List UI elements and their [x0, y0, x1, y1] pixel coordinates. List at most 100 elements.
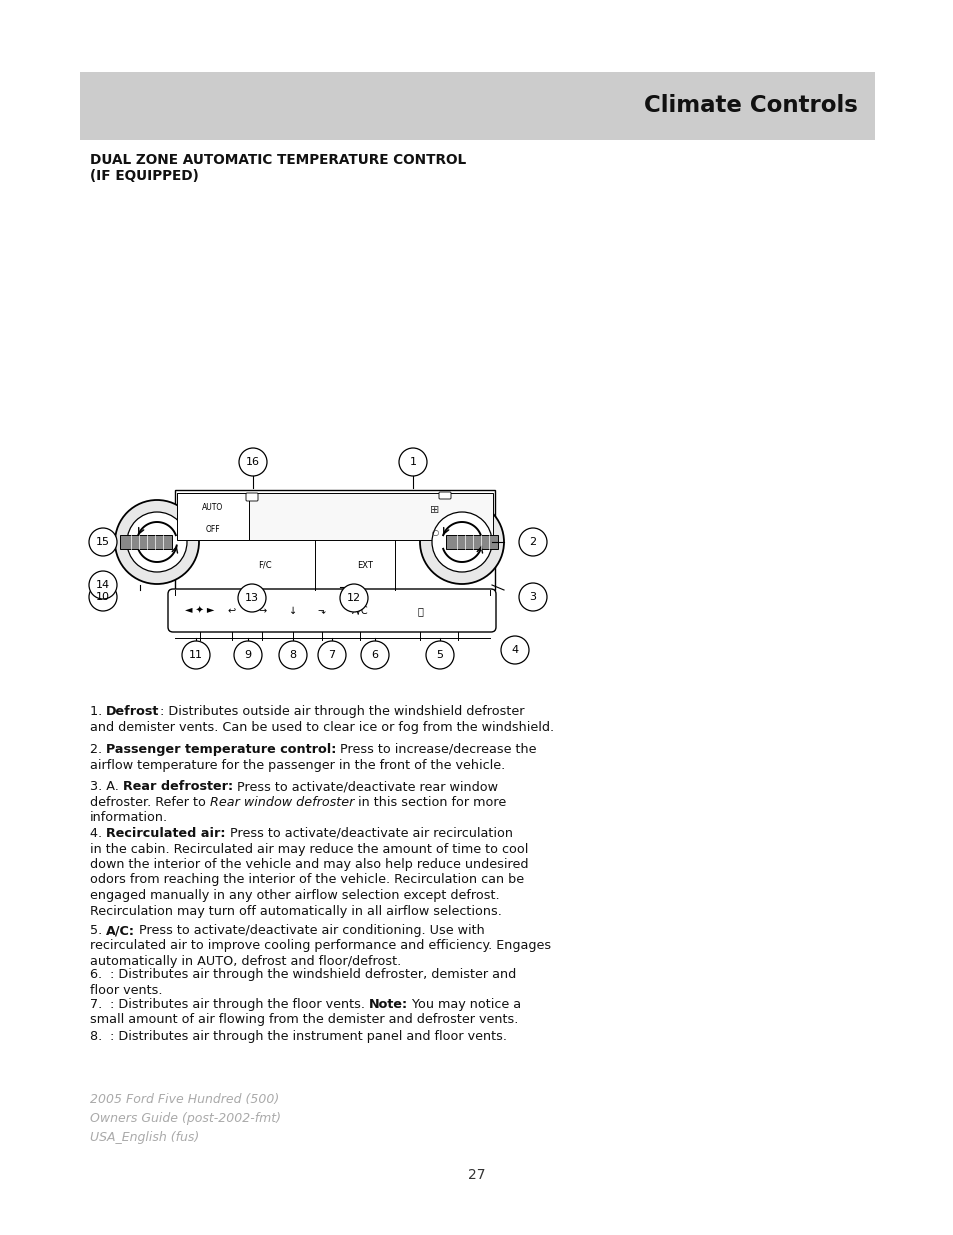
- Text: 8: 8: [289, 650, 296, 659]
- Text: 9: 9: [244, 650, 252, 659]
- Text: ⬎: ⬎: [317, 606, 326, 616]
- Circle shape: [89, 571, 117, 599]
- Text: 16: 16: [246, 457, 260, 467]
- Circle shape: [518, 529, 546, 556]
- Circle shape: [500, 636, 529, 664]
- Text: Press to increase/decrease the: Press to increase/decrease the: [336, 743, 537, 756]
- Text: small amount of air flowing from the demister and defroster vents.: small amount of air flowing from the dem…: [90, 1014, 517, 1026]
- Text: 15: 15: [96, 537, 110, 547]
- Text: 8.: 8.: [90, 1030, 106, 1044]
- Circle shape: [317, 641, 346, 669]
- Circle shape: [339, 584, 368, 613]
- FancyBboxPatch shape: [168, 589, 496, 632]
- Circle shape: [419, 500, 503, 584]
- Bar: [177, 493, 493, 540]
- Circle shape: [127, 513, 187, 572]
- Bar: [174, 490, 495, 590]
- Text: Rear window defroster: Rear window defroster: [210, 795, 354, 809]
- Text: ↩: ↩: [228, 606, 235, 616]
- FancyBboxPatch shape: [438, 492, 451, 499]
- Text: ◄ ✦ ►: ◄ ✦ ►: [185, 606, 214, 616]
- Text: Passenger temperature control:: Passenger temperature control:: [106, 743, 336, 756]
- Text: Press to activate/deactivate air conditioning. Use with: Press to activate/deactivate air conditi…: [135, 924, 484, 937]
- Text: EXT: EXT: [356, 561, 373, 569]
- Text: airflow temperature for the passenger in the front of the vehicle.: airflow temperature for the passenger in…: [90, 758, 505, 772]
- Circle shape: [432, 513, 492, 572]
- Text: 1.: 1.: [90, 705, 106, 718]
- Circle shape: [89, 583, 117, 611]
- Text: 11: 11: [189, 650, 203, 659]
- Text: Climate Controls: Climate Controls: [643, 94, 857, 116]
- Text: 13: 13: [245, 593, 258, 603]
- Text: Defrost: Defrost: [106, 705, 159, 718]
- Text: : Distributes outside air through the windshield defroster: : Distributes outside air through the wi…: [159, 705, 523, 718]
- Text: AUTO: AUTO: [202, 504, 223, 513]
- Text: ⊞: ⊞: [430, 505, 439, 515]
- Text: : Distributes air through the floor vents.: : Distributes air through the floor vent…: [106, 998, 369, 1011]
- Text: 12: 12: [347, 593, 360, 603]
- Circle shape: [278, 641, 307, 669]
- Text: 2.: 2.: [90, 743, 106, 756]
- Text: 2: 2: [529, 537, 536, 547]
- Text: in this section for more: in this section for more: [354, 795, 506, 809]
- Text: F/C: F/C: [258, 561, 272, 569]
- Text: floor vents.: floor vents.: [90, 983, 162, 997]
- Text: odors from reaching the interior of the vehicle. Recirculation can be: odors from reaching the interior of the …: [90, 873, 523, 887]
- Text: 6.: 6.: [90, 968, 106, 981]
- Text: 14: 14: [96, 580, 110, 590]
- Text: : Distributes air through the windshield defroster, demister and: : Distributes air through the windshield…: [106, 968, 516, 981]
- Text: 7.: 7.: [90, 998, 106, 1011]
- Text: OFF: OFF: [206, 525, 220, 534]
- Text: (IF EQUIPPED): (IF EQUIPPED): [90, 169, 198, 183]
- Text: : Distributes air through the instrument panel and floor vents.: : Distributes air through the instrument…: [106, 1030, 507, 1044]
- Text: 7: 7: [328, 650, 335, 659]
- Text: 2005 Ford Five Hundred (500): 2005 Ford Five Hundred (500): [90, 1093, 279, 1107]
- Text: 4.: 4.: [90, 827, 106, 840]
- Text: A/C: A/C: [352, 606, 368, 616]
- Text: 27: 27: [468, 1168, 485, 1182]
- Text: ↪: ↪: [257, 606, 266, 616]
- Text: in the cabin. Recirculated air may reduce the amount of time to cool: in the cabin. Recirculated air may reduc…: [90, 842, 528, 856]
- Text: automatically in AUTO, defrost and floor/defrost.: automatically in AUTO, defrost and floor…: [90, 955, 401, 968]
- Circle shape: [233, 641, 262, 669]
- Circle shape: [360, 641, 389, 669]
- Text: 5.: 5.: [90, 924, 106, 937]
- Text: A/C:: A/C:: [106, 924, 135, 937]
- Text: ⛟: ⛟: [416, 606, 422, 616]
- Text: 3: 3: [529, 592, 536, 601]
- Text: DUAL ZONE AUTOMATIC TEMPERATURE CONTROL: DUAL ZONE AUTOMATIC TEMPERATURE CONTROL: [90, 153, 466, 167]
- Text: 3. A.: 3. A.: [90, 781, 123, 793]
- Text: down the interior of the vehicle and may also help reduce undesired: down the interior of the vehicle and may…: [90, 858, 528, 871]
- Text: 5: 5: [436, 650, 443, 659]
- Text: Rear defroster:: Rear defroster:: [123, 781, 233, 793]
- Text: Recirculated air:: Recirculated air:: [106, 827, 226, 840]
- Text: 4: 4: [511, 645, 518, 655]
- Bar: [446, 535, 497, 550]
- Text: Owners Guide (post-2002-fmt): Owners Guide (post-2002-fmt): [90, 1112, 281, 1125]
- Text: information.: information.: [90, 811, 168, 824]
- Text: Press to activate/deactivate rear window: Press to activate/deactivate rear window: [233, 781, 497, 793]
- Text: recirculated air to improve cooling performance and efficiency. Engages: recirculated air to improve cooling perf…: [90, 940, 551, 952]
- Bar: [80, 72, 874, 140]
- Circle shape: [89, 529, 117, 556]
- Text: Note:: Note:: [369, 998, 408, 1011]
- Text: Press to activate/deactivate air recirculation: Press to activate/deactivate air recircu…: [226, 827, 512, 840]
- FancyBboxPatch shape: [246, 493, 257, 501]
- Text: ↓: ↓: [289, 606, 296, 616]
- Circle shape: [518, 583, 546, 611]
- Circle shape: [115, 500, 199, 584]
- Circle shape: [237, 584, 266, 613]
- Text: engaged manually in any other airflow selection except defrost.: engaged manually in any other airflow se…: [90, 889, 499, 902]
- Circle shape: [182, 641, 210, 669]
- Text: 10: 10: [96, 592, 110, 601]
- Text: 6: 6: [371, 650, 378, 659]
- Text: ○: ○: [431, 527, 438, 536]
- Text: USA_English (fus): USA_English (fus): [90, 1131, 199, 1144]
- Bar: [177, 493, 249, 540]
- Text: Recirculation may turn off automatically in all airflow selections.: Recirculation may turn off automatically…: [90, 904, 501, 918]
- Text: 1: 1: [409, 457, 416, 467]
- Text: You may notice a: You may notice a: [408, 998, 521, 1011]
- Text: defroster. Refer to: defroster. Refer to: [90, 795, 210, 809]
- Circle shape: [426, 641, 454, 669]
- Circle shape: [239, 448, 267, 475]
